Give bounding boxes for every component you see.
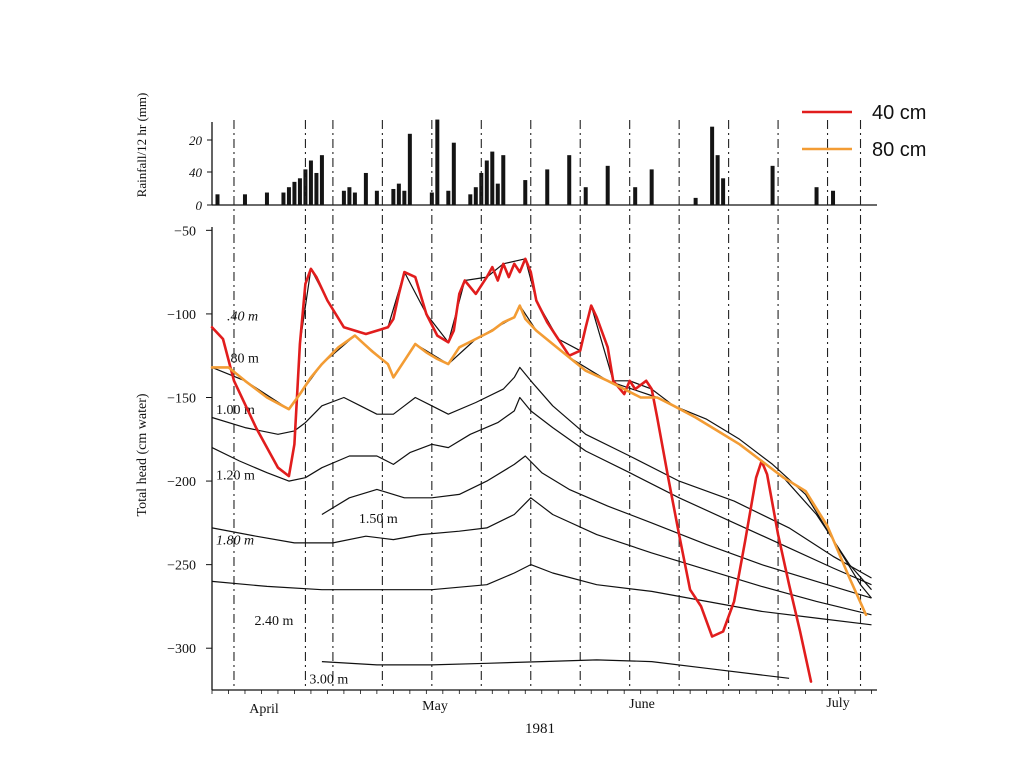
rainfall-bar [583, 187, 588, 205]
rainfall-bar [435, 119, 440, 205]
rainfall-bar [407, 133, 412, 205]
curve-label: 3.00 m [309, 672, 348, 687]
rainfall-bar [479, 172, 484, 205]
curve-label: .80 m [227, 351, 259, 366]
rainfall-bar [446, 190, 451, 205]
legend-label-80cm: 80 cm [872, 139, 926, 161]
rainfall-bar [501, 155, 506, 205]
rainfall-bar [451, 142, 456, 205]
rainfall-bar [374, 190, 379, 205]
rainfall-bar [814, 187, 819, 205]
curve-label: 1.50 m [359, 512, 398, 527]
rainfall-bar [567, 155, 572, 205]
depth-curve-300m [321, 659, 790, 679]
depth-curve-100m [211, 366, 872, 579]
rainfall-bar [242, 194, 247, 205]
month-label-july: July [826, 696, 849, 711]
rainfall-bar [281, 192, 286, 205]
head-tick-label: −50 [174, 224, 196, 239]
rainfall-bar [490, 151, 495, 205]
rainfall-bar [721, 178, 726, 205]
rainfall-bar [319, 155, 324, 205]
month-label-april: April [249, 702, 279, 717]
legend: 40 cm 80 cm [802, 102, 926, 161]
rainfall-bar [352, 192, 357, 205]
rainfall-tick-label: 0 [196, 198, 203, 213]
rainfall-bar [770, 165, 775, 205]
head-tick-label: −300 [167, 642, 196, 657]
head-panel: −50−100−150−200−250−300.40 m.80 m1.00 m1… [167, 120, 877, 694]
rainfall-bar [693, 197, 698, 205]
head-tick-label: −250 [167, 559, 196, 574]
depth-curve-180m [211, 497, 872, 616]
month-label-june: June [629, 697, 655, 712]
rainfall-bar [286, 187, 291, 205]
rainfall-bar [710, 126, 715, 205]
rainfall-bar [484, 160, 489, 205]
rainfall-bar [341, 190, 346, 205]
rainfall-bar [473, 187, 478, 205]
rainfall-bar [215, 194, 220, 205]
rainfall-bar [545, 169, 550, 205]
rainfall-bar [391, 188, 396, 205]
rainfall-bar [715, 155, 720, 205]
depth-curve-150m [321, 455, 872, 599]
rainfall-bar [308, 160, 313, 205]
rainfall-axis-label: Rainfall/12 hr (mm) [134, 93, 149, 198]
rainfall-bar [523, 180, 528, 205]
rainfall-bar [396, 183, 401, 205]
rainfall-bar [402, 190, 407, 205]
rainfall-bar [292, 181, 297, 205]
rainfall-bar [363, 172, 368, 205]
head-tick-label: −200 [167, 475, 196, 490]
head-tick-label: −150 [167, 391, 196, 406]
rainfall-bar [314, 172, 319, 205]
curve-label: .40 m [227, 310, 258, 325]
x-axis-label: 1981 [525, 721, 555, 737]
curve-label: 2.40 m [254, 614, 293, 629]
rainfall-bar [495, 183, 500, 205]
series-line-80-cm [210, 304, 868, 617]
rainfall-tick-label: 20 [189, 133, 203, 148]
rainfall-bar [347, 187, 352, 205]
rainfall-bar [605, 165, 610, 205]
month-label-may: May [422, 699, 448, 714]
head-tick-label: −100 [167, 308, 196, 323]
rainfall-bar [649, 169, 654, 205]
legend-label-40cm: 40 cm [872, 102, 926, 124]
rainfall-bar [303, 169, 308, 205]
rainfall-bar [468, 194, 473, 205]
rainfall-bar [297, 178, 302, 205]
rainfall-panel: 20 40 0 [189, 119, 877, 213]
curve-label: 1.80 m [216, 534, 254, 549]
rainfall-bar [633, 187, 638, 205]
head-axis-label: Total head (cm water) [135, 393, 150, 516]
rainfall-tick-label: 40 [189, 165, 203, 180]
rainfall-bar [264, 192, 269, 205]
series-line-40-cm [210, 257, 813, 683]
curve-label: 1.20 m [216, 468, 255, 483]
depth-curve-120m [211, 396, 872, 586]
depth-curve-240m [211, 564, 872, 626]
depth-curve-80m [211, 305, 872, 591]
rainfall-bar [831, 190, 836, 205]
